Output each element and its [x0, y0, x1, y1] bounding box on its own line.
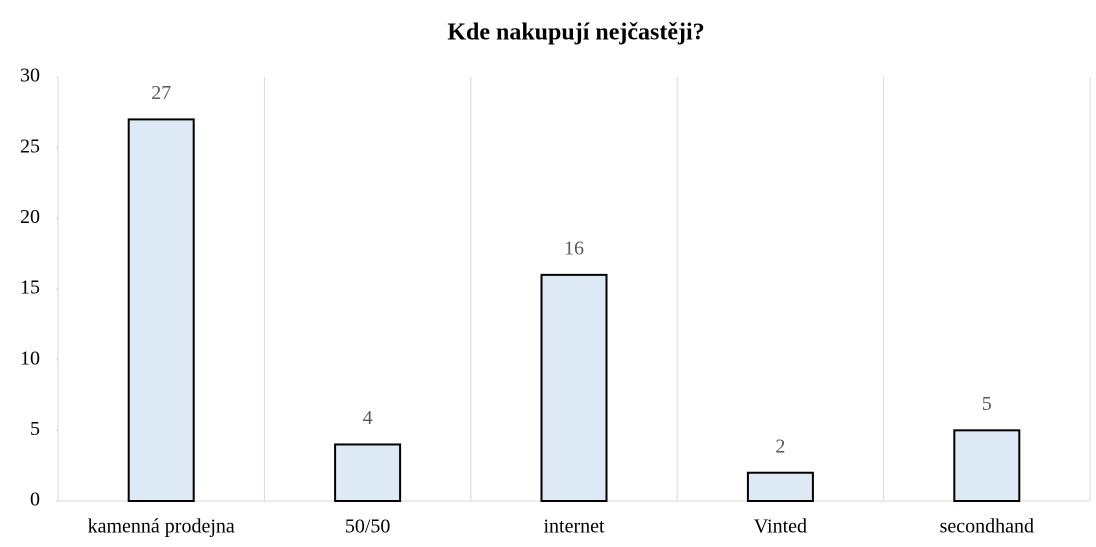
bar — [540, 273, 608, 502]
x-tick-label: kamenná prodejna — [88, 516, 235, 538]
bar — [127, 118, 195, 503]
bar — [334, 443, 402, 503]
x-tick-label: 50/50 — [345, 516, 391, 538]
x-tick-label: Vinted — [754, 516, 807, 538]
data-label: 16 — [564, 237, 584, 259]
y-tick-label: 20 — [20, 206, 40, 228]
data-label: 27 — [151, 82, 171, 104]
x-tick-label: internet — [543, 516, 605, 538]
data-label: 5 — [982, 393, 992, 415]
y-tick-label: 30 — [20, 65, 40, 87]
bar — [746, 471, 814, 503]
data-label: 2 — [775, 435, 785, 457]
y-tick-label: 5 — [30, 418, 40, 440]
chart-title: Kde nakupují nejčastěji? — [447, 20, 704, 46]
y-tick-label: 25 — [20, 135, 40, 157]
bar — [953, 429, 1021, 503]
y-tick-label: 0 — [30, 489, 40, 511]
y-tick-label: 10 — [20, 347, 40, 369]
data-label: 4 — [363, 407, 373, 429]
x-tick-label: secondhand — [940, 516, 1034, 538]
y-tick-label: 15 — [20, 277, 40, 299]
